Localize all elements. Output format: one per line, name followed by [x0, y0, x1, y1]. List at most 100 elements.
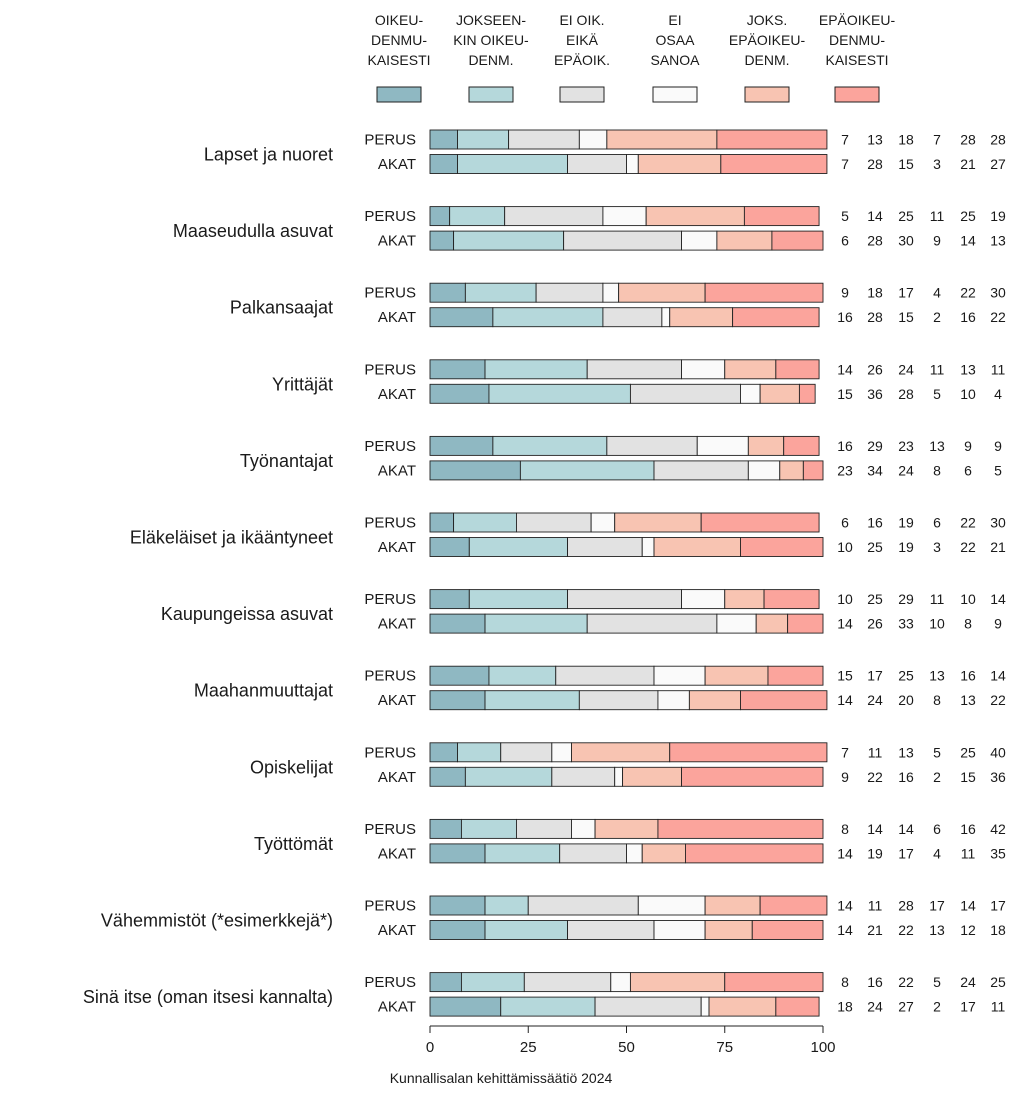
legend-label: DENM. — [468, 52, 513, 68]
bar-segment — [504, 206, 604, 227]
data-label: 40 — [990, 744, 1006, 760]
data-label: 26 — [867, 361, 883, 377]
legend-label: EIKÄ — [566, 32, 599, 48]
data-label: 33 — [898, 616, 914, 632]
data-label: 18 — [837, 999, 853, 1015]
bar-segment — [724, 589, 765, 610]
data-label: 3 — [933, 156, 941, 172]
bar-segment — [519, 460, 655, 481]
data-label: 28 — [898, 898, 914, 914]
bar-segment — [567, 154, 627, 174]
bar-segment — [755, 613, 789, 634]
bar-segment — [429, 690, 486, 711]
data-label: 6 — [841, 233, 849, 249]
data-label: 16 — [960, 309, 976, 325]
bar-segment — [708, 996, 777, 1017]
data-label: 15 — [837, 386, 853, 402]
bar-segment — [669, 742, 828, 763]
bar-segment — [429, 129, 458, 150]
data-label: 28 — [960, 132, 976, 148]
legend-label: SANOA — [650, 52, 700, 68]
data-label: 17 — [898, 845, 914, 861]
bar-segment — [629, 383, 741, 404]
data-label: 14 — [837, 616, 853, 632]
bar-segment — [787, 613, 824, 634]
bar-segment — [700, 512, 820, 533]
bar-segment — [653, 920, 706, 940]
bar-segment — [637, 895, 706, 916]
data-label: 22 — [960, 539, 976, 555]
bar-segment — [429, 972, 462, 993]
data-label: 16 — [867, 974, 883, 990]
bar-segment — [488, 665, 557, 686]
bar-segment — [460, 818, 517, 839]
data-label: 23 — [898, 438, 914, 454]
data-label: 5 — [841, 208, 849, 224]
data-label: 4 — [994, 386, 1002, 402]
data-label: 13 — [929, 438, 945, 454]
legend-label: KAISESTI — [367, 52, 430, 68]
group-label: Maahanmuuttajat — [194, 681, 333, 701]
data-label: 28 — [867, 233, 883, 249]
x-tick-label: 0 — [426, 1039, 434, 1056]
data-label: 34 — [867, 462, 883, 478]
bar-segment — [622, 766, 682, 787]
group-label: Työttömät — [254, 834, 333, 854]
data-label: 9 — [994, 438, 1002, 454]
data-label: 22 — [990, 309, 1006, 325]
bar-segment — [759, 383, 800, 404]
data-label: 14 — [837, 845, 853, 861]
bar-segment — [571, 818, 596, 839]
data-label: 17 — [929, 898, 945, 914]
data-label: 4 — [933, 285, 941, 301]
bar-segment — [740, 690, 828, 711]
bar-segment — [751, 920, 824, 940]
legend-swatch — [559, 86, 605, 103]
data-label: 11 — [961, 845, 976, 861]
data-label: 22 — [867, 769, 883, 785]
row-label: PERUS — [364, 285, 416, 302]
data-label: 25 — [898, 208, 914, 224]
data-label: 15 — [837, 668, 853, 684]
bar-segment — [429, 359, 486, 380]
data-label: 27 — [898, 999, 914, 1015]
data-label: 11 — [868, 898, 883, 914]
bar-segment — [508, 129, 580, 150]
bar-segment — [740, 383, 761, 404]
data-label: 14 — [990, 591, 1006, 607]
bar-segment — [523, 972, 612, 993]
data-label: 10 — [837, 591, 853, 607]
group-label: Sinä itse (oman itsesi kannalta) — [83, 987, 333, 1007]
bar-segment — [669, 307, 734, 328]
row-label: PERUS — [364, 132, 416, 149]
bar-segment — [637, 154, 722, 174]
data-label: 14 — [960, 898, 976, 914]
bar-segment — [429, 383, 490, 404]
data-label: 22 — [990, 692, 1006, 708]
data-label: 14 — [990, 668, 1006, 684]
legend-label: OSAA — [656, 32, 696, 48]
x-tick-label: 100 — [810, 1039, 835, 1056]
bar-segment — [457, 154, 569, 174]
data-label: 28 — [898, 386, 914, 402]
data-label: 13 — [960, 361, 976, 377]
bar-segment — [484, 613, 588, 634]
row-label: AKAT — [378, 156, 416, 173]
bar-segment — [551, 742, 572, 763]
row-label: AKAT — [378, 692, 416, 709]
data-label: 17 — [960, 999, 976, 1015]
x-tick-label: 75 — [716, 1039, 733, 1056]
data-label: 17 — [898, 285, 914, 301]
bar-segment — [681, 589, 726, 610]
bar-segment — [653, 537, 741, 557]
row-label: AKAT — [378, 769, 416, 786]
row-label: AKAT — [378, 616, 416, 633]
row-label: AKAT — [378, 999, 416, 1016]
data-label: 22 — [898, 974, 914, 990]
bar-segment — [460, 972, 525, 993]
bar-segment — [779, 460, 804, 481]
bar-segment — [429, 206, 451, 227]
bar-segment — [484, 359, 588, 380]
group-label: Työnantajat — [240, 451, 333, 471]
data-label: 8 — [964, 616, 972, 632]
